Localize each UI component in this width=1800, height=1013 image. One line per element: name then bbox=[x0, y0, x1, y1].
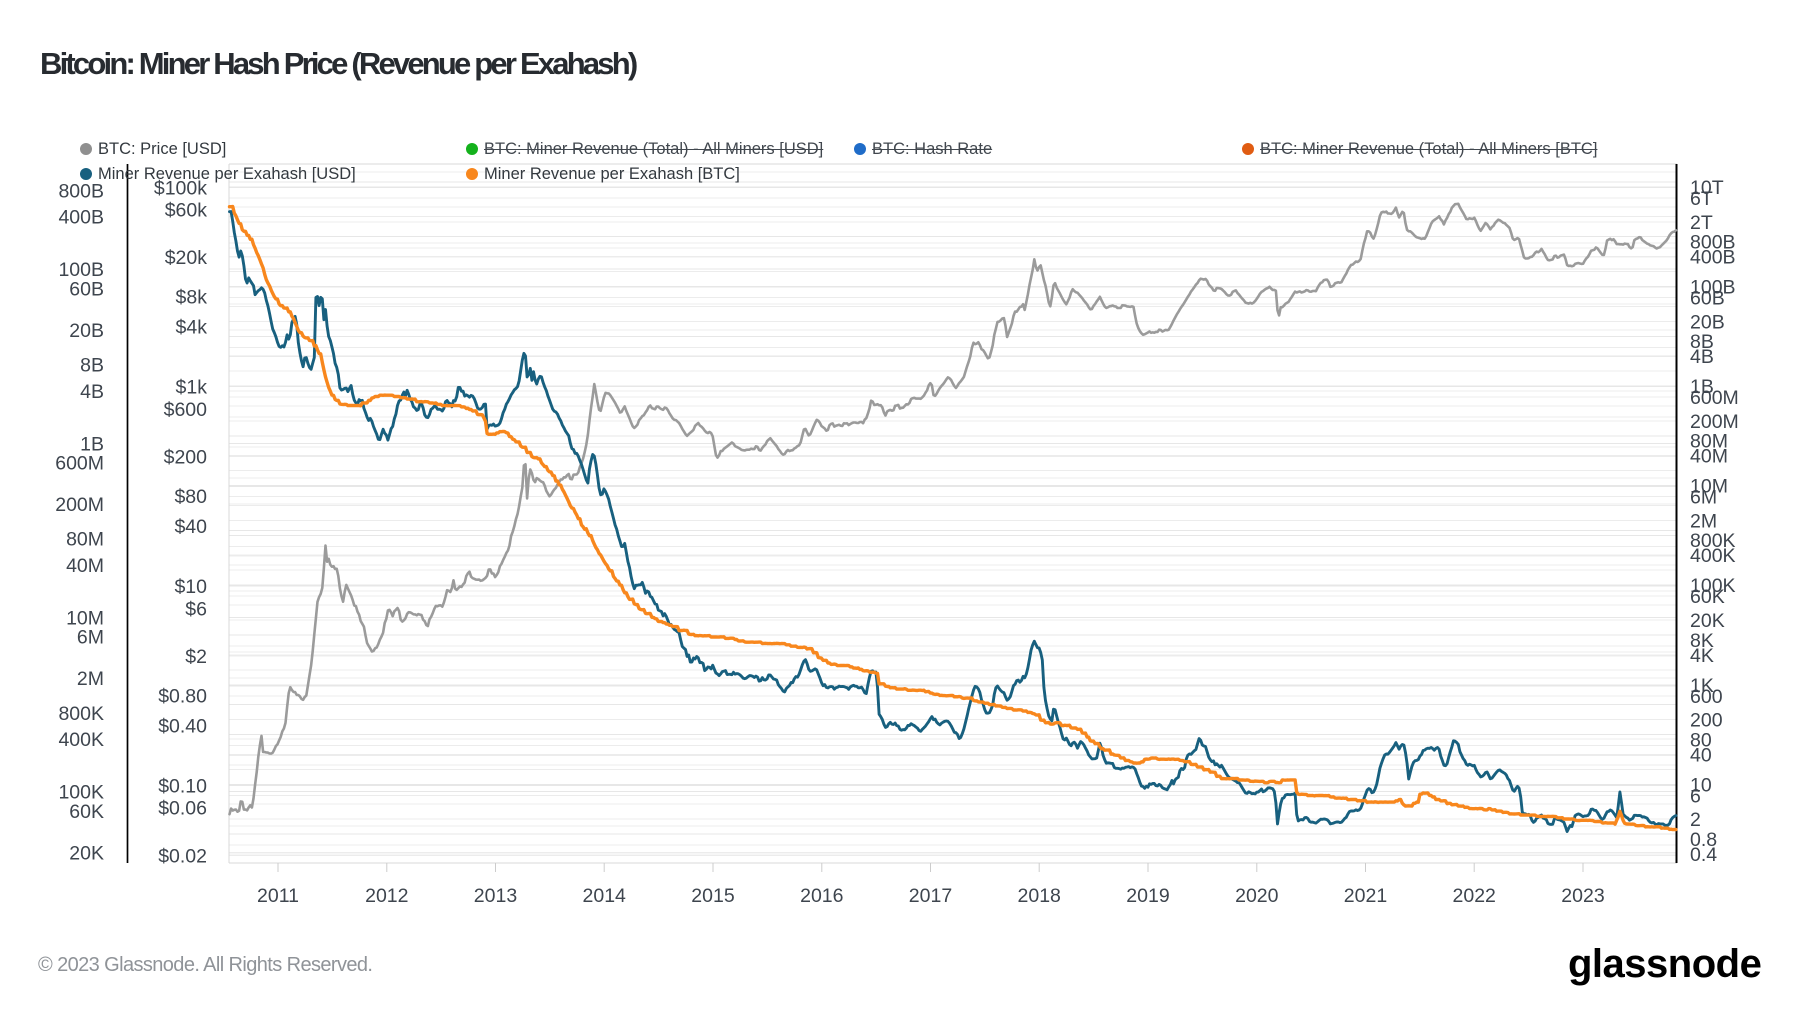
svg-text:$0.40: $0.40 bbox=[158, 716, 207, 738]
svg-text:60B: 60B bbox=[1690, 288, 1725, 310]
svg-text:$1k: $1k bbox=[176, 377, 208, 399]
svg-text:1K: 1K bbox=[1690, 675, 1714, 697]
svg-text:$0.02: $0.02 bbox=[158, 845, 207, 867]
svg-text:800K: 800K bbox=[1690, 530, 1736, 552]
svg-text:40M: 40M bbox=[1690, 446, 1728, 468]
svg-text:200M: 200M bbox=[55, 494, 104, 516]
svg-text:20K: 20K bbox=[1690, 610, 1725, 632]
svg-text:2019: 2019 bbox=[1126, 885, 1169, 907]
svg-text:2M: 2M bbox=[1690, 510, 1717, 532]
svg-text:$0.80: $0.80 bbox=[158, 686, 207, 708]
svg-text:$0.06: $0.06 bbox=[158, 798, 207, 820]
svg-text:2016: 2016 bbox=[800, 885, 843, 907]
svg-text:2012: 2012 bbox=[365, 885, 408, 907]
svg-text:$4k: $4k bbox=[176, 317, 208, 339]
svg-text:2018: 2018 bbox=[1018, 885, 1061, 907]
svg-text:$40: $40 bbox=[174, 516, 207, 538]
svg-text:6M: 6M bbox=[1690, 487, 1717, 509]
svg-text:4B: 4B bbox=[80, 381, 104, 403]
svg-text:4B: 4B bbox=[1690, 346, 1714, 368]
svg-text:10: 10 bbox=[1690, 774, 1712, 796]
svg-text:4K: 4K bbox=[1690, 645, 1714, 667]
svg-text:20B: 20B bbox=[69, 320, 104, 342]
svg-text:2015: 2015 bbox=[691, 885, 735, 907]
svg-text:10M: 10M bbox=[66, 607, 104, 629]
svg-text:$0.10: $0.10 bbox=[158, 776, 207, 798]
svg-text:1B: 1B bbox=[80, 433, 104, 455]
svg-text:$10: $10 bbox=[174, 576, 207, 598]
svg-text:2021: 2021 bbox=[1344, 885, 1387, 907]
svg-text:600M: 600M bbox=[1690, 387, 1739, 409]
svg-text:0.8: 0.8 bbox=[1690, 829, 1717, 851]
svg-text:$80: $80 bbox=[174, 486, 207, 508]
svg-text:60K: 60K bbox=[1690, 586, 1725, 608]
svg-text:2020: 2020 bbox=[1235, 885, 1279, 907]
svg-text:$60k: $60k bbox=[165, 199, 208, 221]
svg-text:20K: 20K bbox=[69, 842, 104, 864]
svg-text:6M: 6M bbox=[77, 627, 104, 649]
svg-text:200: 200 bbox=[1690, 710, 1723, 732]
svg-text:10T: 10T bbox=[1690, 177, 1724, 199]
svg-text:600M: 600M bbox=[55, 453, 104, 475]
svg-text:40M: 40M bbox=[66, 555, 104, 577]
svg-text:8B: 8B bbox=[80, 355, 104, 377]
svg-text:60B: 60B bbox=[69, 279, 104, 301]
svg-text:800B: 800B bbox=[58, 181, 104, 203]
svg-text:2023: 2023 bbox=[1561, 885, 1604, 907]
svg-text:$2: $2 bbox=[185, 646, 207, 668]
svg-text:2011: 2011 bbox=[257, 885, 299, 907]
svg-text:20B: 20B bbox=[1690, 311, 1725, 333]
svg-text:800B: 800B bbox=[1690, 232, 1736, 254]
svg-text:10M: 10M bbox=[1690, 476, 1728, 498]
svg-text:40: 40 bbox=[1690, 744, 1712, 766]
svg-text:100B: 100B bbox=[1690, 277, 1736, 299]
svg-text:2T: 2T bbox=[1690, 212, 1713, 234]
svg-text:$20k: $20k bbox=[165, 247, 208, 269]
svg-text:80M: 80M bbox=[66, 529, 104, 551]
svg-text:800K: 800K bbox=[58, 703, 104, 725]
svg-text:200M: 200M bbox=[1690, 411, 1739, 433]
svg-text:6: 6 bbox=[1690, 785, 1701, 807]
svg-text:60K: 60K bbox=[69, 801, 104, 823]
svg-text:80M: 80M bbox=[1690, 431, 1728, 453]
svg-text:2022: 2022 bbox=[1453, 885, 1496, 907]
svg-text:1B: 1B bbox=[1690, 376, 1714, 398]
svg-text:400B: 400B bbox=[58, 207, 104, 229]
svg-text:2014: 2014 bbox=[583, 885, 627, 907]
svg-text:0.4: 0.4 bbox=[1690, 844, 1717, 866]
svg-text:100K: 100K bbox=[1690, 575, 1736, 597]
svg-text:2M: 2M bbox=[77, 668, 104, 690]
svg-text:400K: 400K bbox=[58, 729, 104, 751]
svg-text:100K: 100K bbox=[58, 782, 104, 804]
svg-text:100B: 100B bbox=[58, 259, 104, 281]
svg-text:600: 600 bbox=[1690, 686, 1723, 708]
svg-text:6T: 6T bbox=[1690, 188, 1713, 210]
svg-text:400K: 400K bbox=[1690, 545, 1736, 567]
svg-text:400B: 400B bbox=[1690, 247, 1736, 269]
svg-text:2017: 2017 bbox=[909, 885, 952, 907]
svg-text:$200: $200 bbox=[164, 446, 208, 468]
svg-text:2013: 2013 bbox=[474, 885, 517, 907]
svg-text:8B: 8B bbox=[1690, 331, 1714, 353]
svg-text:$8k: $8k bbox=[176, 287, 208, 309]
svg-text:$100k: $100k bbox=[154, 177, 207, 199]
svg-text:2: 2 bbox=[1690, 809, 1701, 831]
svg-text:$6: $6 bbox=[185, 598, 207, 620]
svg-text:80: 80 bbox=[1690, 729, 1712, 751]
svg-text:$600: $600 bbox=[164, 399, 208, 421]
svg-text:8K: 8K bbox=[1690, 630, 1714, 652]
